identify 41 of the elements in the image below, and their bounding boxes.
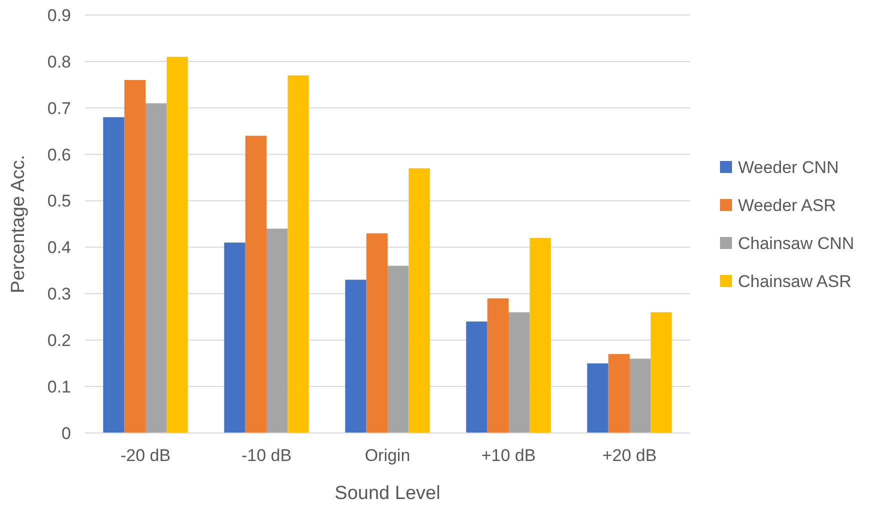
x-tick-label: +20 dB [602, 446, 657, 465]
y-axis-title: Percentage Acc. [8, 154, 29, 294]
x-tick-label: -20 dB [120, 446, 171, 465]
bar [587, 363, 608, 433]
bar [630, 358, 651, 433]
y-tick-label: 0 [62, 424, 71, 443]
bar [608, 354, 630, 433]
bar [530, 238, 551, 433]
bar [146, 103, 167, 433]
y-tick-label: 0.7 [47, 98, 71, 118]
bar [124, 80, 146, 433]
y-tick-label: 0.6 [47, 145, 71, 164]
legend-label: Weeder CNN [738, 158, 839, 177]
bar [166, 56, 188, 433]
bar [224, 242, 246, 433]
y-tick-label: 0.4 [47, 238, 71, 258]
x-axis-title: Sound Level [334, 483, 440, 504]
y-tick-label: 0.1 [47, 378, 71, 397]
x-tick-label: Origin [364, 446, 410, 465]
bar [508, 312, 530, 433]
bar [345, 280, 366, 433]
bar [487, 298, 508, 433]
x-tick-label: -10 dB [241, 446, 292, 465]
bar [388, 266, 409, 433]
y-tick-label: 0.2 [47, 331, 71, 350]
legend-label: Chainsaw CNN [738, 234, 854, 253]
y-tick-label: 0.3 [47, 284, 71, 304]
bar [266, 228, 288, 433]
bar [103, 117, 124, 433]
x-tick-label: +10 dB [481, 446, 536, 465]
bar [288, 75, 309, 433]
bar [650, 312, 672, 433]
legend-label: Chainsaw ASR [738, 272, 852, 291]
bar [366, 233, 388, 433]
y-tick-label: 0.9 [47, 6, 71, 25]
bar [408, 168, 430, 433]
legend-label: Weeder ASR [738, 196, 836, 215]
y-tick-label: 0.5 [47, 192, 71, 211]
bar [466, 322, 488, 433]
bar [245, 136, 266, 433]
y-tick-label: 0.8 [47, 52, 71, 72]
